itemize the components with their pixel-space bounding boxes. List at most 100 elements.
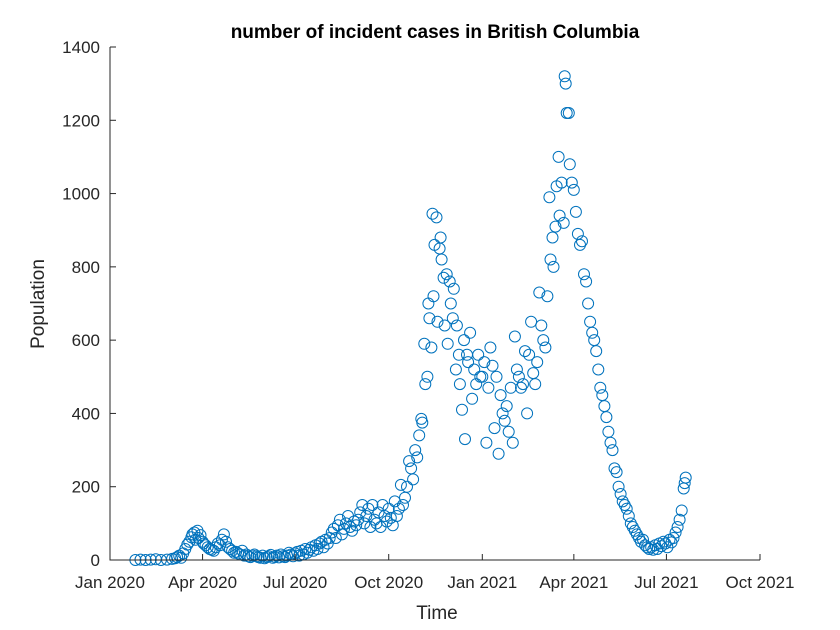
data-point [354, 506, 367, 519]
x-tick-label: Jul 2021 [634, 573, 698, 592]
y-tick-label: 0 [91, 551, 100, 570]
data-point [546, 231, 559, 244]
data-point [600, 411, 613, 424]
data-point [425, 341, 438, 354]
x-tick-label: Oct 2021 [726, 573, 795, 592]
data-point [535, 319, 548, 332]
data-point [401, 480, 413, 493]
y-tick-label: 400 [72, 404, 100, 423]
data-point [547, 260, 560, 273]
data-point [458, 334, 470, 347]
data-markers [129, 70, 692, 566]
y-tick-label: 200 [72, 478, 100, 497]
data-point [533, 286, 546, 299]
data-point [498, 414, 511, 427]
data-point [490, 370, 503, 383]
data-point [604, 436, 617, 449]
data-point [510, 363, 523, 376]
data-point [418, 337, 431, 350]
data-point [543, 191, 556, 204]
y-tick-label: 600 [72, 331, 100, 350]
data-point [517, 378, 529, 391]
data-point [390, 510, 403, 522]
data-point [350, 519, 363, 532]
data-point [478, 356, 491, 369]
data-point [364, 521, 377, 533]
data-point [567, 183, 580, 196]
data-point [612, 480, 625, 493]
data-point [443, 275, 456, 288]
data-point [470, 378, 483, 391]
data-point [679, 471, 692, 484]
data-point [449, 363, 462, 376]
data-point [462, 356, 475, 369]
data-point [441, 337, 454, 350]
data-point [578, 268, 590, 281]
data-point [434, 231, 447, 244]
data-point [671, 521, 684, 533]
data-point [444, 297, 457, 310]
data-point [557, 216, 570, 229]
data-point [590, 345, 603, 358]
data-point [594, 381, 607, 394]
x-tick-label: Jan 2021 [447, 573, 517, 592]
x-tick-label: Jan 2020 [75, 573, 145, 592]
data-point [450, 319, 463, 332]
y-tick-label: 1200 [62, 111, 100, 130]
data-point [494, 389, 507, 402]
data-point [565, 176, 578, 189]
data-point [466, 392, 479, 405]
data-point [496, 407, 509, 420]
data-point [661, 541, 674, 554]
data-point [313, 537, 326, 550]
data-point [667, 532, 680, 544]
data-point [329, 532, 342, 544]
data-point [519, 345, 531, 358]
y-tick-label: 1000 [62, 185, 100, 204]
data-point [486, 359, 499, 372]
data-point [392, 502, 405, 515]
data-point [426, 207, 439, 220]
data-point [637, 533, 649, 546]
data-point [382, 502, 395, 515]
data-point [413, 429, 426, 442]
data-point [651, 543, 664, 555]
data-point [352, 513, 365, 526]
data-point [456, 403, 468, 416]
data-point [541, 290, 554, 303]
data-point [580, 275, 593, 288]
data-point [484, 341, 497, 354]
data-point [431, 315, 444, 328]
data-point [437, 271, 450, 284]
data-point [529, 378, 542, 391]
data-point [488, 422, 501, 435]
axes: 0 200 400 600 800 1000 1200 1400 Jan 2020 Apr 202… [62, 38, 794, 592]
data-point [504, 381, 517, 394]
data-point [620, 502, 633, 515]
data-point [419, 378, 432, 391]
data-point [217, 528, 230, 541]
data-point [506, 436, 519, 449]
data-point [427, 290, 440, 303]
data-point [447, 282, 460, 295]
data-point [380, 515, 393, 528]
data-point [508, 330, 521, 343]
data-point [171, 551, 184, 564]
data-point [606, 444, 619, 457]
data-point [321, 537, 334, 550]
data-point [558, 70, 571, 83]
data-point [539, 341, 552, 354]
data-point [366, 499, 379, 511]
data-point [614, 488, 627, 500]
data-point [430, 211, 443, 224]
data-point [453, 378, 466, 391]
data-point [562, 107, 575, 119]
data-point [675, 504, 688, 517]
y-axis-label: Population [28, 259, 49, 349]
data-point [435, 253, 448, 266]
data-point [268, 550, 281, 563]
data-point [438, 319, 451, 332]
data-point [678, 477, 691, 490]
data-point [423, 312, 436, 325]
